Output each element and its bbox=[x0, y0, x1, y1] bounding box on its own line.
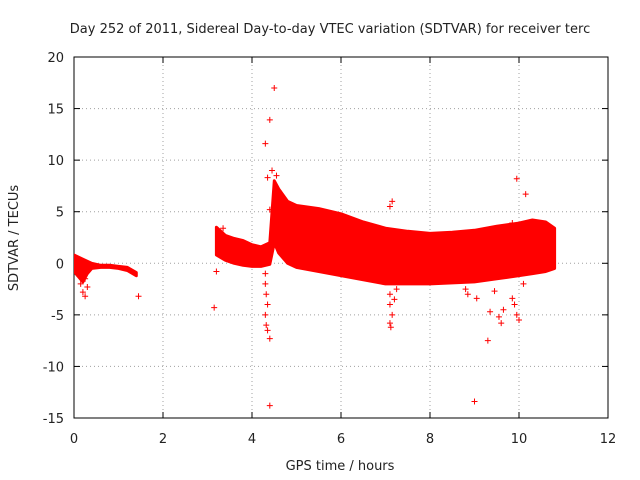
data-point bbox=[217, 229, 224, 236]
x-tick-label: 2 bbox=[159, 432, 167, 447]
data-point bbox=[386, 203, 393, 210]
data-point bbox=[386, 320, 393, 327]
series-sdtvar-band bbox=[74, 179, 557, 286]
data-point bbox=[211, 304, 218, 311]
data-point bbox=[464, 291, 471, 298]
x-tick-label: 4 bbox=[248, 432, 256, 447]
data-point bbox=[264, 327, 271, 334]
y-tick-label: 20 bbox=[47, 51, 64, 66]
data-point bbox=[513, 311, 520, 318]
x-tick-label: 8 bbox=[426, 432, 434, 447]
data-point bbox=[473, 295, 480, 302]
data-point bbox=[264, 174, 271, 181]
data-point bbox=[511, 301, 518, 308]
data-point bbox=[471, 398, 478, 405]
data-point bbox=[82, 275, 89, 282]
data-point bbox=[387, 324, 394, 331]
data-point bbox=[262, 140, 269, 147]
data-point bbox=[386, 301, 393, 308]
data-point bbox=[271, 84, 278, 91]
data-point bbox=[266, 116, 273, 123]
data-point bbox=[79, 289, 86, 296]
data-point bbox=[215, 247, 222, 254]
data-point bbox=[82, 293, 89, 300]
data-point bbox=[263, 322, 270, 329]
y-tick-label: 10 bbox=[47, 154, 64, 169]
data-point bbox=[266, 206, 273, 213]
chart-title: Day 252 of 2011, Sidereal Day-to-day VTE… bbox=[70, 22, 590, 37]
data-point bbox=[389, 198, 396, 205]
data-point bbox=[393, 286, 400, 293]
data-point bbox=[389, 311, 396, 318]
data-point bbox=[266, 402, 273, 409]
x-axis-ticks: 0 2 4 6 8 10 12 bbox=[70, 57, 616, 447]
data-point bbox=[262, 311, 269, 318]
data-point bbox=[495, 313, 502, 320]
data-point bbox=[509, 220, 516, 227]
data-point bbox=[509, 295, 516, 302]
data-point bbox=[213, 268, 220, 275]
data-point bbox=[220, 225, 227, 232]
x-tick-label: 6 bbox=[337, 432, 345, 447]
data-point bbox=[522, 191, 529, 198]
y-tick-label: -5 bbox=[51, 309, 64, 324]
data-point bbox=[520, 280, 527, 287]
data-point bbox=[487, 308, 494, 315]
data-point bbox=[262, 270, 269, 277]
data-point bbox=[391, 296, 398, 303]
y-tick-label: 0 bbox=[56, 257, 64, 272]
data-point bbox=[269, 236, 276, 243]
y-tick-label: 15 bbox=[47, 103, 64, 118]
data-point bbox=[484, 337, 491, 344]
data-point bbox=[275, 188, 282, 195]
data-point bbox=[263, 291, 270, 298]
x-axis-label: GPS time / hours bbox=[286, 459, 395, 474]
data-band-segment bbox=[74, 253, 138, 284]
series-sdtvar-points bbox=[77, 84, 529, 409]
data-point bbox=[500, 306, 507, 313]
data-point bbox=[84, 284, 91, 291]
data-point bbox=[513, 175, 520, 182]
data-point bbox=[262, 280, 269, 287]
data-point bbox=[386, 291, 393, 298]
data-point bbox=[273, 172, 280, 179]
x-tick-label: 0 bbox=[70, 432, 78, 447]
y-tick-label: -10 bbox=[43, 360, 64, 375]
x-tick-label: 10 bbox=[511, 432, 528, 447]
data-point bbox=[264, 301, 271, 308]
data-point bbox=[269, 167, 276, 174]
x-tick-label: 12 bbox=[600, 432, 617, 447]
y-axis-label: SDTVAR / TECUs bbox=[7, 185, 22, 292]
data-point bbox=[77, 280, 84, 287]
data-point bbox=[491, 288, 498, 295]
data-point bbox=[462, 286, 469, 293]
y-tick-label: 5 bbox=[56, 206, 64, 221]
y-axis-ticks: -15 -10 -5 0 5 10 15 20 bbox=[43, 51, 608, 427]
data-point bbox=[498, 320, 505, 327]
data-point bbox=[266, 335, 273, 342]
y-tick-label: -15 bbox=[43, 412, 64, 427]
data-point bbox=[135, 293, 142, 300]
data-point bbox=[516, 317, 522, 324]
